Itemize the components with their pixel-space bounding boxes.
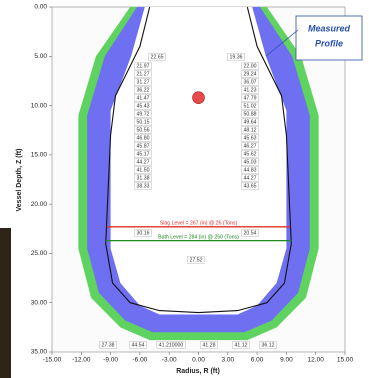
reading: 36.07 [244,80,257,86]
reading: 45.62 [244,152,257,158]
reading: 22.00 [244,64,257,70]
reading: 45.87 [137,144,150,150]
reading: 45.43 [137,104,150,110]
marker [193,92,205,104]
y-tick-label: 15.00 [31,152,48,159]
chart: Slag Level = 267 (in) @ 26 (Tons) Bath Le… [0,0,369,378]
reading: 49.72 [137,112,150,118]
reading: 49.64 [244,120,257,126]
reading: 46.27 [244,144,257,150]
y-tick-label: 20.00 [31,201,48,208]
y-tick-label: 25.00 [31,250,48,257]
reading: 47.79 [244,96,257,102]
reading: 45.63 [244,136,257,142]
reading: 21.27 [137,72,150,78]
x-tick-label: -6.00 [132,357,147,364]
x-tick-label: 12.00 [308,357,325,364]
layers [78,7,318,340]
x-axis-title: Radius, R (ft) [176,368,220,375]
reading: 19.36 [230,55,243,61]
x-tick-label: 0.00 [192,357,205,364]
reading: 36.12 [262,343,275,349]
annotation-line: Measured [308,23,351,33]
x-tick-label: 6.00 [251,357,264,364]
level-label: Bath Level = 284 (in) @ 250 (Tons) [158,234,239,240]
reading: 44.27 [244,176,257,182]
y-tick-label: 10.00 [31,102,48,109]
y-tick-label: 0.00 [34,4,47,11]
reading: 22.65 [151,55,164,61]
reading: 51.02 [244,104,257,110]
reading: 41.12 [235,343,248,349]
photo-edge [0,228,11,378]
x-tick-label: -3.00 [162,357,177,364]
reading: 44.54 [132,343,145,349]
reading: 43.65 [244,184,257,190]
reading: 36.22 [137,88,150,94]
reading: 48.12 [244,128,257,134]
x-tick-label: -9.00 [103,357,118,364]
level-label: Slag Level = 267 (in) @ 26 (Tons) [160,221,238,227]
reading: 45.03 [244,160,257,166]
reading: 29.24 [244,72,257,78]
y-tick-label: 5.00 [34,53,47,60]
reading: 41.28 [203,343,216,349]
reading: 44.83 [244,168,257,174]
reading: 30.16 [137,231,150,237]
reading: 50.15 [137,120,150,126]
reading: 50.56 [137,128,150,134]
reading: 27.38 [102,343,115,349]
annotation-line: Profile [315,38,343,48]
reading: 21.97 [137,64,150,70]
x-tick-label: -12.00 [72,357,91,364]
x-tick-label: 15.00 [337,357,354,364]
x-tick-label: 9.00 [280,357,293,364]
x-tick-label: -15.00 [43,357,62,364]
x-tick-label: 3.00 [221,357,234,364]
reading: 41.50 [137,168,150,174]
reading: 41.210000 [159,343,184,349]
reading: 38.33 [137,184,150,190]
reading: 27.52 [190,258,203,264]
reading: 44.27 [137,160,150,166]
y-tick-label: 35.00 [31,349,48,356]
reading: 50.88 [244,112,257,118]
reading: 31.27 [137,80,150,86]
reading: 46.80 [137,136,150,142]
reading: 41.23 [244,88,257,94]
y-tick-label: 30.00 [31,299,48,306]
reading: 20.54 [244,231,257,237]
reading: 41.47 [137,96,150,102]
y-axis-title: Vessel Depth, Z (ft) [16,148,23,211]
reading: 31.38 [137,176,150,182]
reading: 45.17 [137,152,150,158]
